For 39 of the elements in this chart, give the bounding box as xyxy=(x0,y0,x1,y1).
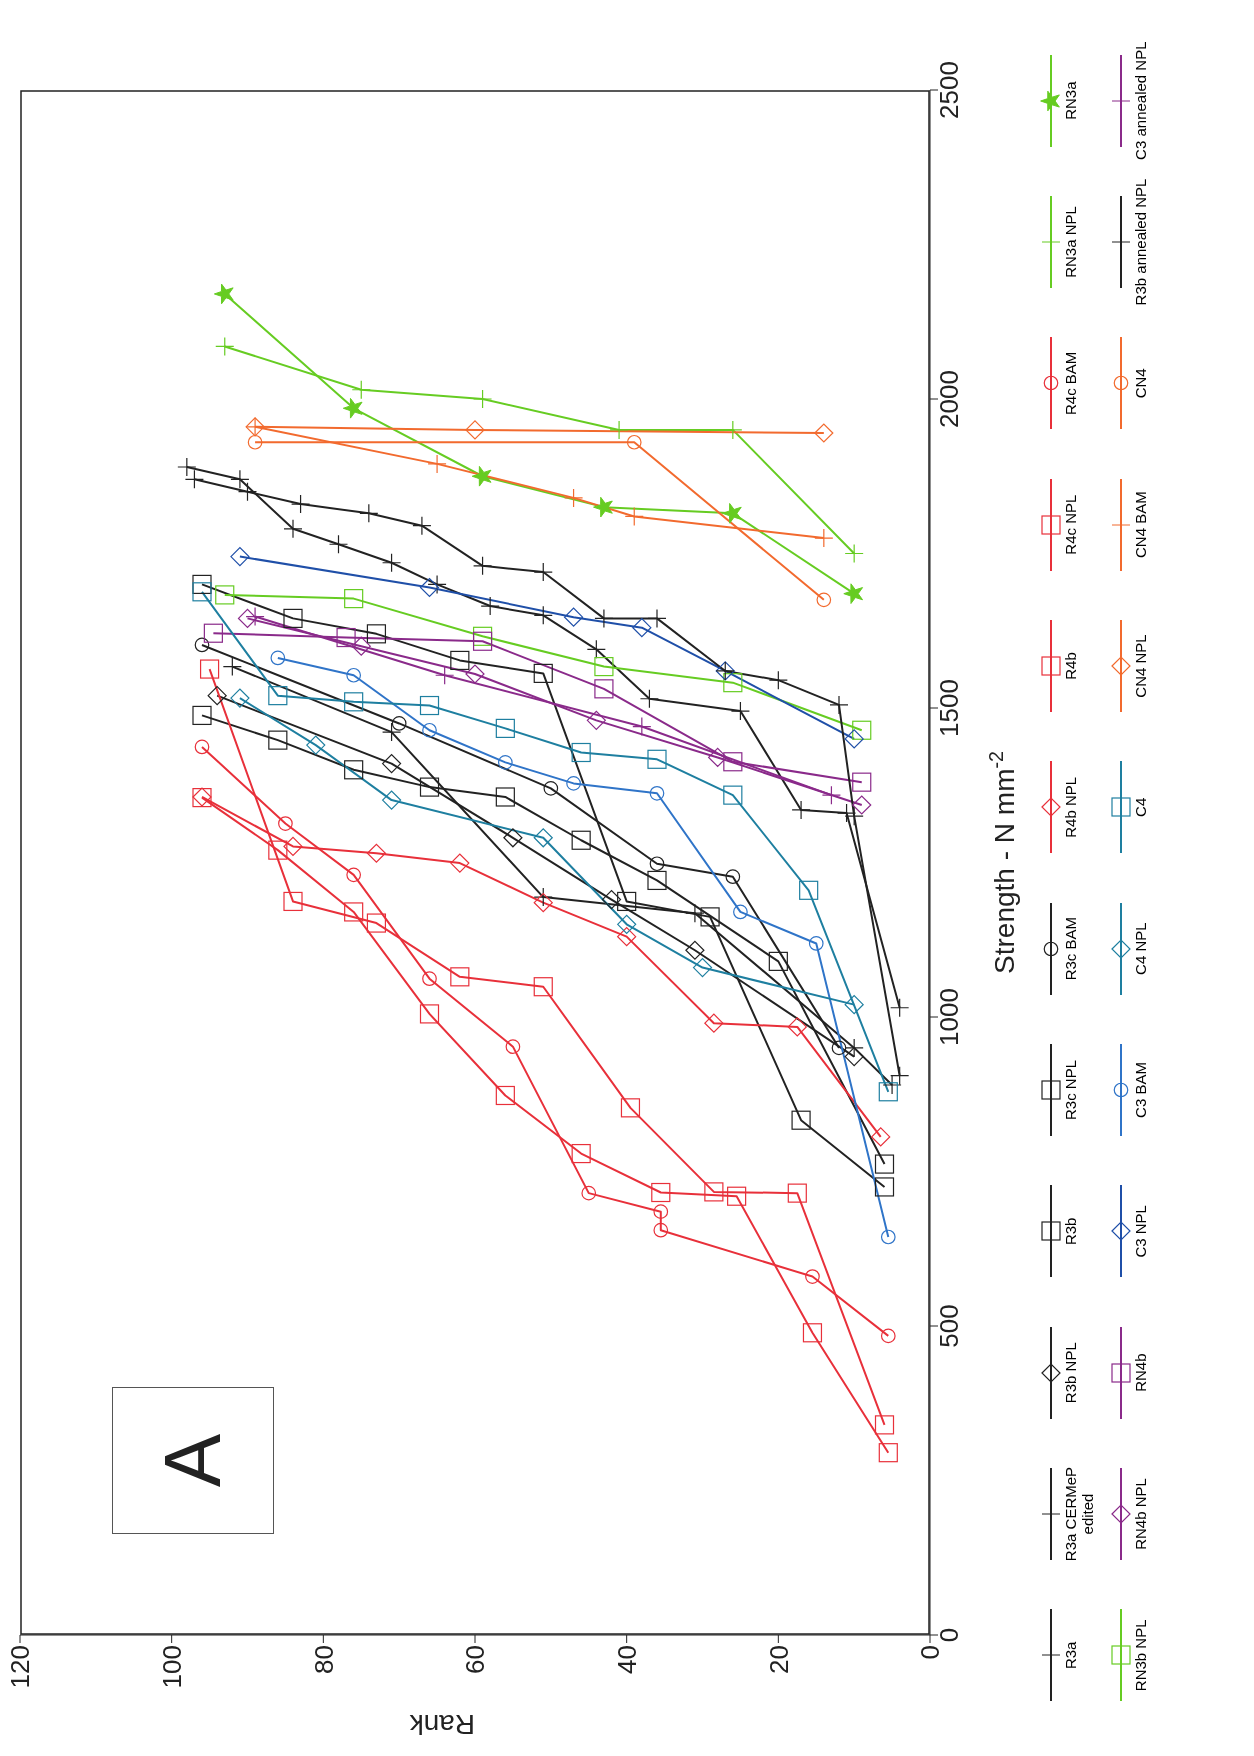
x-tick-label: 0 xyxy=(915,1645,946,1660)
legend-label: R3a xyxy=(1062,1641,1079,1670)
y-tick-label: 1500 xyxy=(934,679,965,737)
x-axis-title: Rank xyxy=(408,1709,475,1741)
legend-label: RN4b NPL xyxy=(1132,1478,1149,1550)
legend-label: RN4b xyxy=(1132,1353,1149,1392)
annotation: A xyxy=(112,1387,274,1534)
legend-label: R3b annealed NPL xyxy=(1132,178,1149,306)
legend-label: R4b xyxy=(1062,652,1079,680)
x-tick-label: 100 xyxy=(156,1645,187,1689)
legend-label: R4b NPL xyxy=(1062,776,1079,838)
x-tick-label: 40 xyxy=(611,1645,642,1674)
legend-label: R3c NPL xyxy=(1062,1060,1079,1121)
legend-label: C3 annealed NPL xyxy=(1132,41,1149,160)
legend-label: C4 NPL xyxy=(1132,922,1149,975)
legend-label: RN3a xyxy=(1062,81,1079,120)
x-tick-label: 20 xyxy=(763,1645,794,1674)
legend-label: R4c BAM xyxy=(1062,351,1079,416)
legend-label: R3c BAM xyxy=(1062,917,1079,981)
y-tick-label: 2000 xyxy=(934,370,965,428)
x-tick-label: 120 xyxy=(5,1645,36,1689)
legend-label: R4c NPL xyxy=(1062,494,1079,555)
y-tick-label: 1000 xyxy=(934,988,965,1046)
x-tick-label: 60 xyxy=(460,1645,491,1674)
legend-label: R3b NPL xyxy=(1062,1342,1079,1404)
legend-label: R3b xyxy=(1062,1217,1079,1246)
legend-label: CN4 NPL xyxy=(1132,634,1149,698)
legend-label: RN3b NPL xyxy=(1132,1619,1149,1692)
y-tick-label: 0 xyxy=(934,1627,965,1643)
legend-label: C3 BAM xyxy=(1132,1062,1149,1118)
legend-label: R3a CERMeP edited xyxy=(1062,1465,1096,1564)
legend-label: C4 xyxy=(1132,797,1149,817)
y-tick-label: 2500 xyxy=(934,61,965,119)
legend-label: C3 NPL xyxy=(1132,1205,1149,1258)
legend-label: RN3a NPL xyxy=(1062,206,1079,278)
legend-label: CN4 BAM xyxy=(1132,491,1149,559)
y-tick-label: 500 xyxy=(934,1304,965,1348)
legend-label: CN4 xyxy=(1132,368,1149,399)
x-tick-label: 80 xyxy=(308,1645,339,1674)
